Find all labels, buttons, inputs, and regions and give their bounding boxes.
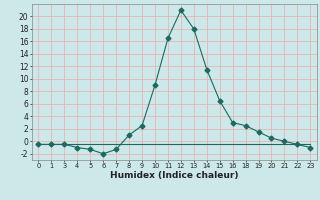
X-axis label: Humidex (Indice chaleur): Humidex (Indice chaleur) xyxy=(110,171,239,180)
